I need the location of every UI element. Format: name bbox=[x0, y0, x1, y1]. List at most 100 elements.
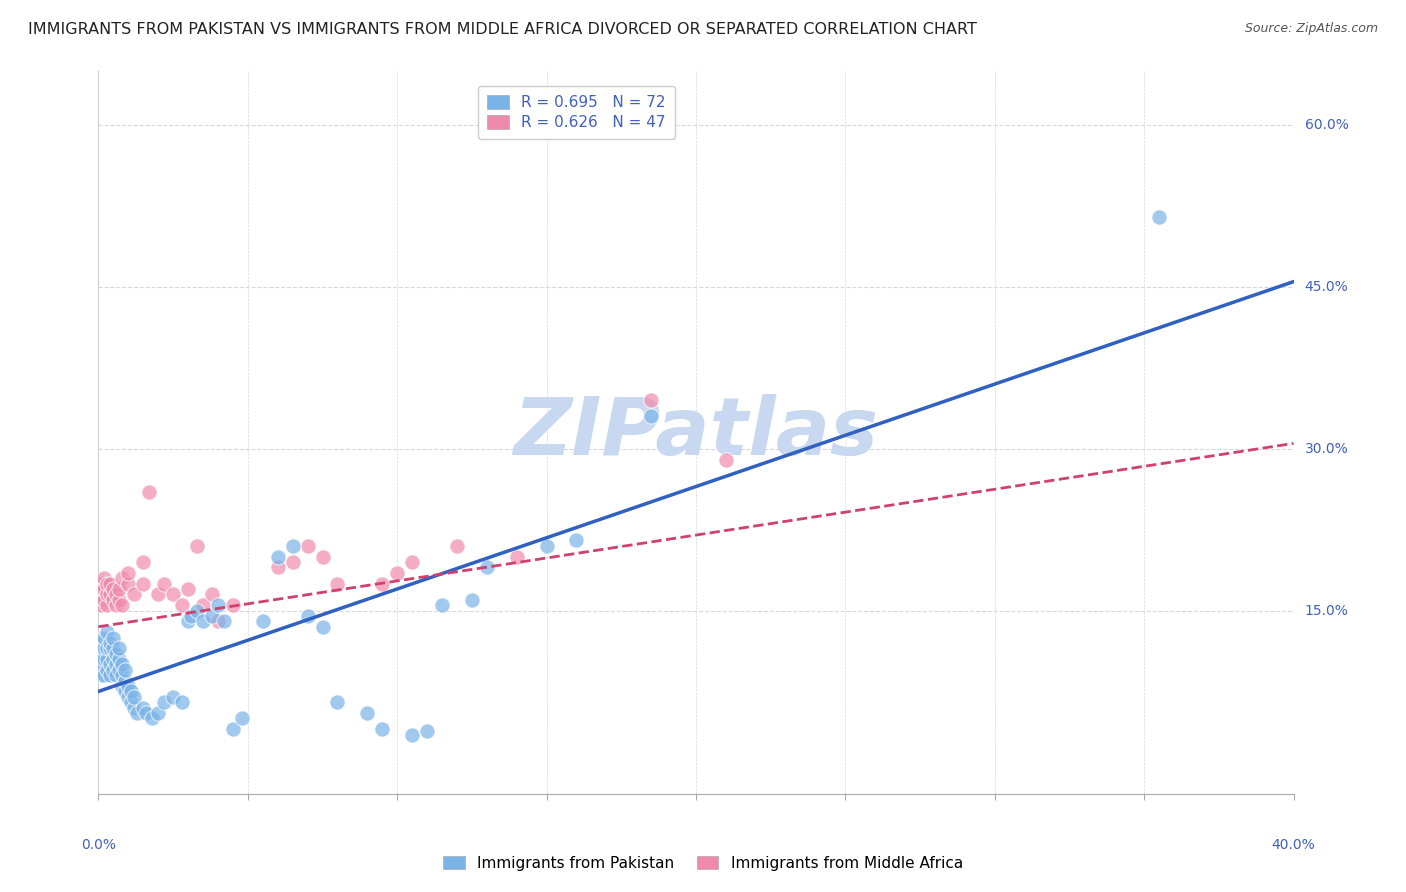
Point bbox=[153, 576, 176, 591]
Point bbox=[103, 582, 125, 596]
Point bbox=[103, 631, 125, 645]
Point bbox=[135, 706, 157, 720]
Point bbox=[111, 598, 134, 612]
Point bbox=[177, 582, 200, 596]
Point bbox=[90, 668, 112, 682]
Point bbox=[93, 641, 115, 656]
Point bbox=[162, 690, 184, 704]
Point bbox=[111, 571, 134, 585]
Point bbox=[252, 615, 274, 629]
Legend: R = 0.695   N = 72, R = 0.626   N = 47: R = 0.695 N = 72, R = 0.626 N = 47 bbox=[478, 87, 675, 139]
Point bbox=[114, 673, 136, 688]
Point bbox=[93, 652, 115, 666]
Point bbox=[105, 587, 128, 601]
Point bbox=[98, 668, 122, 682]
Point bbox=[120, 684, 142, 698]
Point bbox=[124, 587, 146, 601]
Point bbox=[311, 549, 333, 564]
Text: Source: ZipAtlas.com: Source: ZipAtlas.com bbox=[1244, 22, 1378, 36]
Point bbox=[267, 549, 290, 564]
Point bbox=[148, 587, 170, 601]
Legend: Immigrants from Pakistan, Immigrants from Middle Africa: Immigrants from Pakistan, Immigrants fro… bbox=[434, 847, 972, 880]
Point bbox=[138, 484, 160, 499]
Point bbox=[371, 576, 394, 591]
Point bbox=[111, 668, 134, 682]
Point bbox=[714, 452, 737, 467]
Point bbox=[186, 539, 208, 553]
Point bbox=[98, 636, 122, 650]
Point bbox=[98, 587, 122, 601]
Point bbox=[191, 615, 214, 629]
Text: IMMIGRANTS FROM PAKISTAN VS IMMIGRANTS FROM MIDDLE AFRICA DIVORCED OR SEPARATED : IMMIGRANTS FROM PAKISTAN VS IMMIGRANTS F… bbox=[28, 22, 977, 37]
Point bbox=[96, 652, 118, 666]
Point bbox=[108, 582, 131, 596]
Point bbox=[96, 625, 118, 640]
Point bbox=[132, 576, 155, 591]
Point bbox=[93, 571, 115, 585]
Point bbox=[640, 409, 662, 424]
Point bbox=[105, 598, 128, 612]
Point bbox=[1147, 210, 1170, 224]
Point bbox=[93, 668, 115, 682]
Point bbox=[124, 700, 146, 714]
Point bbox=[186, 603, 208, 617]
Point bbox=[565, 533, 588, 548]
Point bbox=[90, 587, 112, 601]
Point bbox=[90, 657, 112, 672]
Point bbox=[153, 695, 176, 709]
Text: 40.0%: 40.0% bbox=[1271, 838, 1316, 853]
Point bbox=[172, 695, 194, 709]
Point bbox=[536, 539, 558, 553]
Point bbox=[90, 598, 112, 612]
Point bbox=[105, 657, 128, 672]
Point bbox=[640, 393, 662, 408]
Point bbox=[117, 690, 139, 704]
Point bbox=[212, 615, 235, 629]
Point bbox=[124, 690, 146, 704]
Point bbox=[105, 647, 128, 661]
Text: 45.0%: 45.0% bbox=[1305, 280, 1348, 294]
Point bbox=[117, 679, 139, 693]
Point bbox=[371, 722, 394, 736]
Point bbox=[162, 587, 184, 601]
Point bbox=[326, 576, 349, 591]
Point bbox=[108, 652, 131, 666]
Point bbox=[117, 576, 139, 591]
Point bbox=[281, 539, 304, 553]
Point bbox=[222, 722, 245, 736]
Point bbox=[191, 598, 214, 612]
Point bbox=[96, 598, 118, 612]
Point bbox=[207, 615, 229, 629]
Point bbox=[98, 576, 122, 591]
Point bbox=[111, 657, 134, 672]
Point bbox=[222, 598, 245, 612]
Point bbox=[446, 539, 468, 553]
Point bbox=[231, 711, 253, 725]
Point bbox=[96, 641, 118, 656]
Point bbox=[114, 663, 136, 677]
Point bbox=[111, 679, 134, 693]
Point bbox=[108, 663, 131, 677]
Point bbox=[93, 631, 115, 645]
Point bbox=[103, 641, 125, 656]
Point bbox=[117, 566, 139, 580]
Text: 60.0%: 60.0% bbox=[1305, 119, 1348, 132]
Point bbox=[105, 668, 128, 682]
Point bbox=[93, 582, 115, 596]
Point bbox=[267, 560, 290, 574]
Point bbox=[207, 598, 229, 612]
Point bbox=[108, 592, 131, 607]
Point bbox=[475, 560, 498, 574]
Point bbox=[90, 636, 112, 650]
Point bbox=[141, 711, 163, 725]
Text: 30.0%: 30.0% bbox=[1305, 442, 1348, 456]
Point bbox=[461, 592, 484, 607]
Point bbox=[401, 728, 423, 742]
Point bbox=[120, 695, 142, 709]
Point bbox=[98, 641, 122, 656]
Point bbox=[114, 684, 136, 698]
Point bbox=[281, 555, 304, 569]
Point bbox=[96, 576, 118, 591]
Point bbox=[385, 566, 409, 580]
Point bbox=[201, 587, 224, 601]
